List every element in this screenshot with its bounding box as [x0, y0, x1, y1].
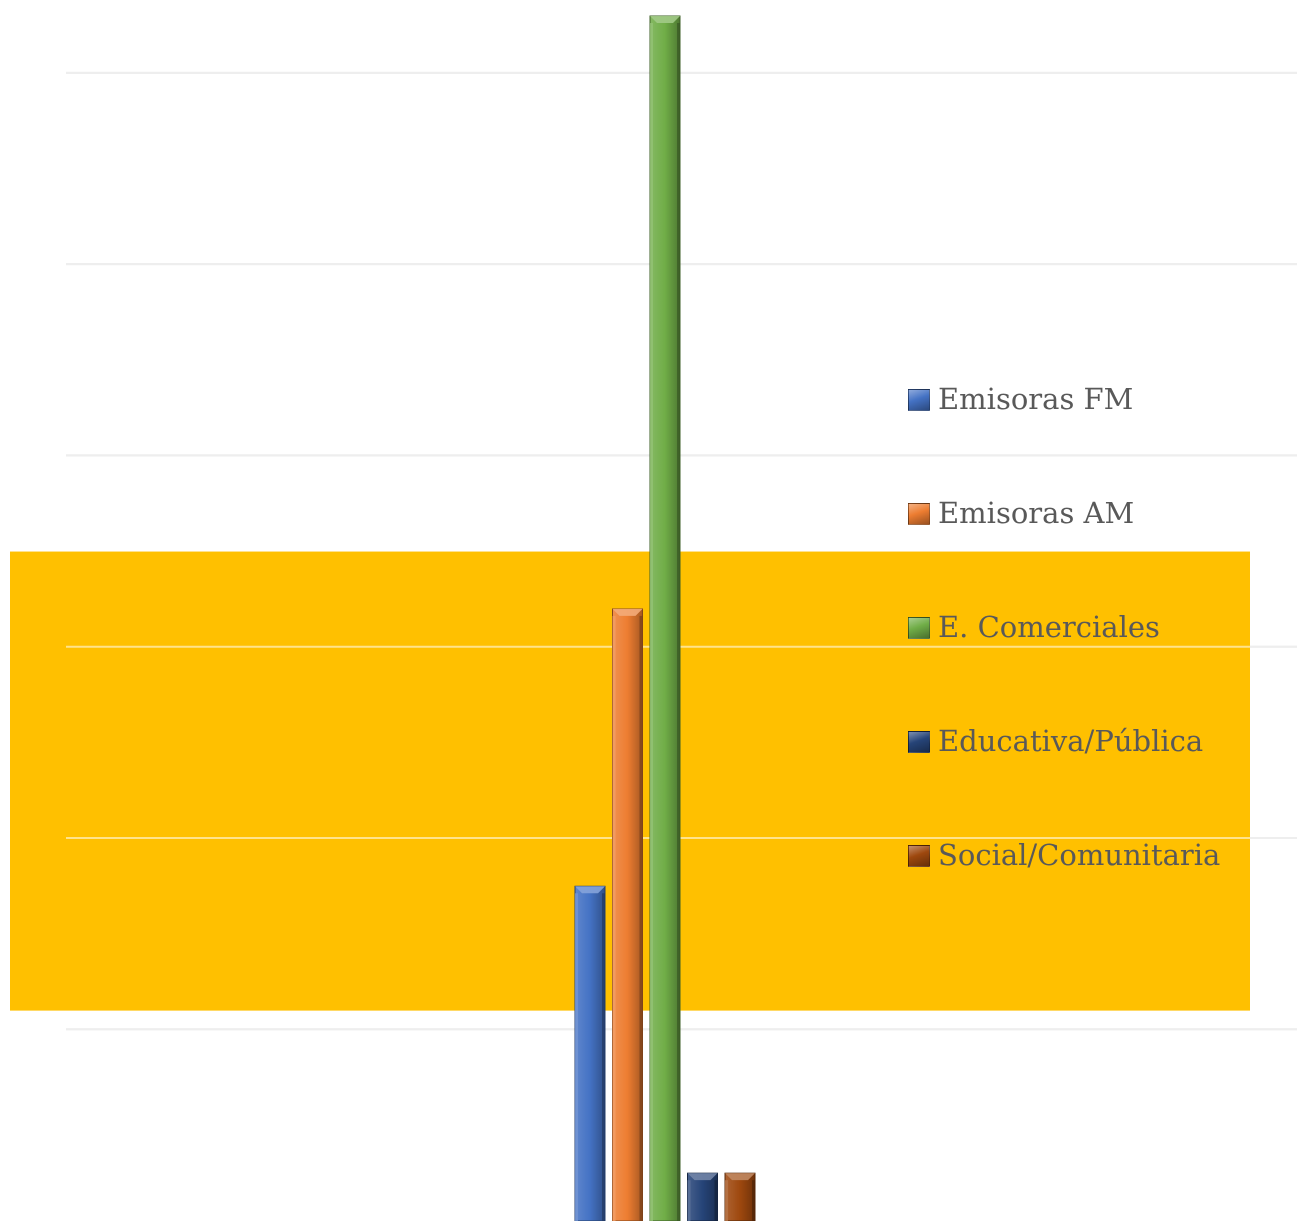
- legend-item-social-comunitaria: Social/Comunitaria: [908, 836, 1220, 950]
- legend-label-emisoras-am: Emisoras AM: [938, 496, 1135, 530]
- legend-label-educativa-publica: Educativa/Pública: [938, 724, 1204, 758]
- legend-swatch-emisoras-fm: [908, 389, 930, 411]
- legend-label-emisoras-fm: Emisoras FM: [938, 382, 1134, 416]
- bar-social-comunitaria: [724, 1172, 756, 1221]
- legend: Emisoras FM Emisoras AM E. Comerciales E…: [908, 380, 1220, 950]
- legend-item-e-comerciales: E. Comerciales: [908, 608, 1220, 722]
- legend-swatch-e-comerciales: [908, 617, 930, 639]
- legend-swatch-social-comunitaria: [908, 845, 930, 867]
- legend-item-emisoras-fm: Emisoras FM: [908, 380, 1220, 494]
- legend-label-social-comunitaria: Social/Comunitaria: [938, 838, 1221, 872]
- bar-emisoras-am: [612, 608, 643, 1221]
- legend-swatch-emisoras-am: [908, 503, 930, 525]
- legend-item-emisoras-am: Emisoras AM: [908, 494, 1220, 608]
- gridlines-over-band: [66, 71, 1297, 1031]
- bar-e-comerciales: [649, 15, 681, 1221]
- legend-label-e-comerciales: E. Comerciales: [938, 610, 1160, 644]
- bars: [574, 15, 756, 1221]
- legend-item-educativa-publica: Educativa/Pública: [908, 722, 1220, 836]
- bar-emisoras-fm: [574, 885, 606, 1221]
- legend-swatch-educativa-publica: [908, 731, 930, 753]
- bar-educativa-p-blica: [687, 1172, 718, 1221]
